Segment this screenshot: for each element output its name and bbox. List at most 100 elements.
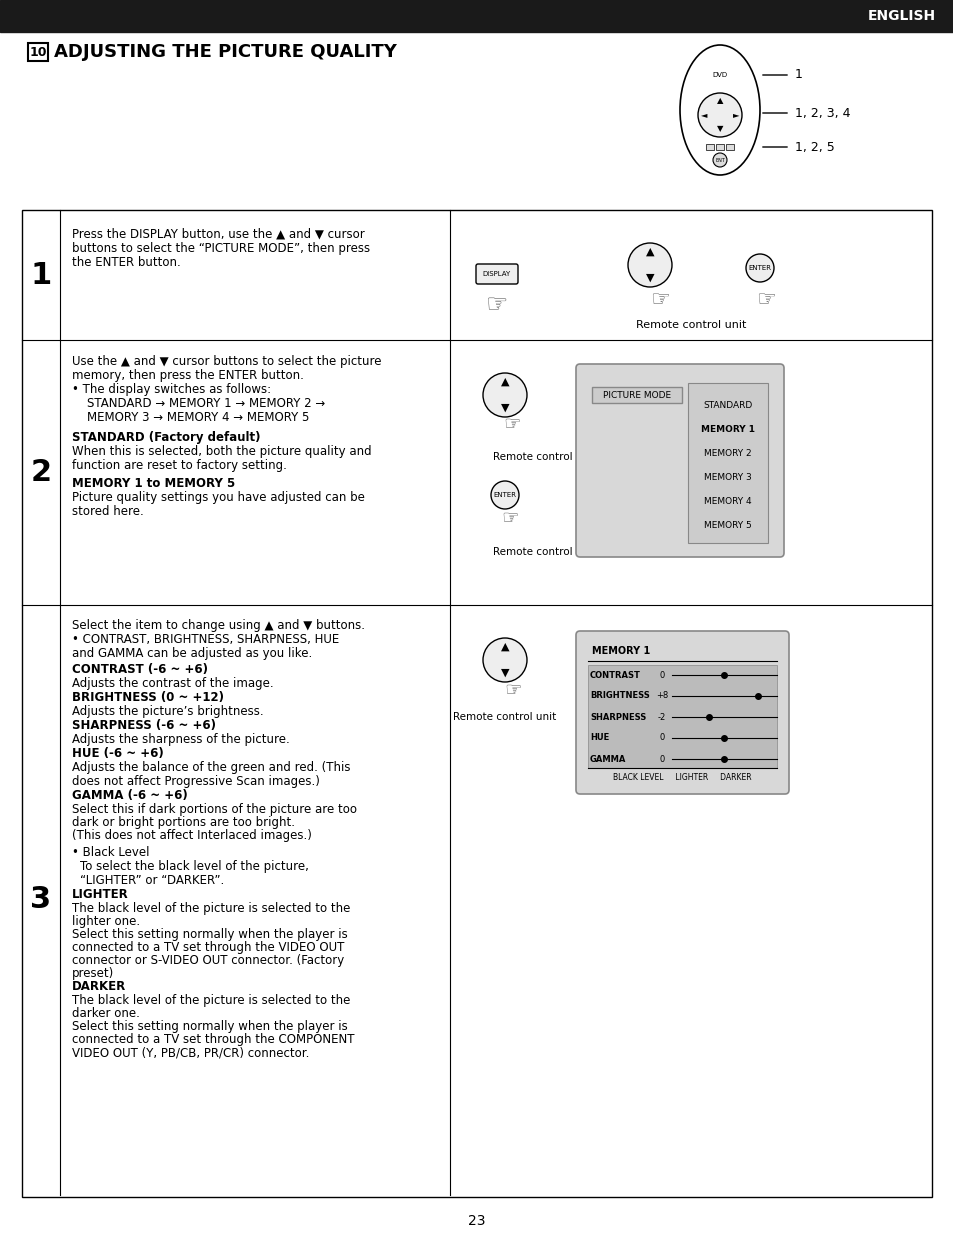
Text: MEMORY 5: MEMORY 5 [703, 522, 751, 531]
Text: 2: 2 [30, 458, 51, 487]
Circle shape [491, 481, 518, 508]
Text: GAMMA (-6 ~ +6): GAMMA (-6 ~ +6) [71, 789, 188, 802]
Text: ADJUSTING THE PICTURE QUALITY: ADJUSTING THE PICTURE QUALITY [54, 43, 396, 61]
Bar [716, 143, 723, 150]
Text: “LIGHTER” or “DARKER”.: “LIGHTER” or “DARKER”. [80, 875, 224, 887]
Text: connected to a TV set through the COMPONENT: connected to a TV set through the COMPON… [71, 1033, 355, 1047]
Circle shape [627, 242, 671, 287]
Text: MEMORY 1 to MEMORY 5: MEMORY 1 to MEMORY 5 [71, 477, 235, 490]
Text: CONTRAST: CONTRAST [589, 670, 640, 679]
Text: 1, 2, 3, 4: 1, 2, 3, 4 [794, 106, 850, 120]
Text: function are reset to factory setting.: function are reset to factory setting. [71, 459, 287, 473]
Text: Select this setting normally when the player is: Select this setting normally when the pl… [71, 928, 348, 941]
Text: stored here.: stored here. [71, 505, 144, 518]
Text: ▲: ▲ [716, 96, 722, 105]
Text: HUE: HUE [589, 734, 609, 742]
Text: PICTURE MODE: PICTURE MODE [602, 391, 670, 400]
Text: ENT: ENT [715, 157, 724, 162]
Text: 1, 2, 5: 1, 2, 5 [794, 141, 834, 153]
Text: 1: 1 [30, 261, 51, 289]
Text: Select the item to change using ▲ and ▼ buttons.: Select the item to change using ▲ and ▼ … [71, 618, 365, 632]
Text: Remote control unit: Remote control unit [453, 713, 556, 722]
Text: VIDEO OUT (Y, PB/CB, PR/CR) connector.: VIDEO OUT (Y, PB/CB, PR/CR) connector. [71, 1047, 309, 1059]
Text: 1: 1 [794, 68, 802, 82]
Text: Adjusts the sharpness of the picture.: Adjusts the sharpness of the picture. [71, 734, 290, 746]
Circle shape [482, 374, 526, 417]
Text: Adjusts the contrast of the image.: Adjusts the contrast of the image. [71, 677, 274, 690]
Text: • The display switches as follows:: • The display switches as follows: [71, 383, 271, 396]
Text: ▼: ▼ [500, 668, 509, 678]
Text: -2: -2 [658, 713, 665, 721]
Bar [22, 210, 931, 1197]
Text: (This does not affect Interlaced images.): (This does not affect Interlaced images.… [71, 829, 312, 842]
Text: connector or S-VIDEO OUT connector. (Factory: connector or S-VIDEO OUT connector. (Fac… [71, 954, 344, 967]
Circle shape [698, 93, 741, 137]
Text: • Black Level: • Black Level [71, 846, 150, 858]
Text: ◄: ◄ [700, 110, 706, 120]
Text: Remote control unit: Remote control unit [635, 320, 745, 330]
Text: memory, then press the ENTER button.: memory, then press the ENTER button. [71, 369, 304, 382]
Text: Adjusts the picture’s brightness.: Adjusts the picture’s brightness. [71, 705, 263, 717]
Text: BLACK LEVEL     LIGHTER     DARKER: BLACK LEVEL LIGHTER DARKER [612, 773, 751, 783]
Text: DISPLAY: DISPLAY [482, 271, 511, 277]
Bar [28, 43, 48, 61]
Text: connected to a TV set through the VIDEO OUT: connected to a TV set through the VIDEO … [71, 941, 344, 954]
Text: The black level of the picture is selected to the: The black level of the picture is select… [71, 995, 350, 1007]
Text: Remote control unit: Remote control unit [493, 452, 596, 461]
Text: STANDARD (Factory default): STANDARD (Factory default) [71, 430, 260, 444]
Text: DARKER: DARKER [71, 980, 126, 993]
Text: ENGLISH: ENGLISH [867, 9, 935, 24]
Text: SHARPNESS (-6 ~ +6): SHARPNESS (-6 ~ +6) [71, 719, 215, 732]
Text: STANDARD: STANDARD [702, 402, 752, 411]
Text: ►: ► [732, 110, 739, 120]
Text: buttons to select the “PICTURE MODE”, then press: buttons to select the “PICTURE MODE”, th… [71, 242, 370, 255]
Text: 0: 0 [659, 670, 664, 679]
Text: DVD: DVD [712, 72, 727, 78]
Text: ENTER: ENTER [493, 492, 516, 499]
Circle shape [482, 638, 526, 682]
Text: LIGHTER: LIGHTER [71, 888, 129, 901]
Text: MEMORY 3: MEMORY 3 [703, 474, 751, 482]
Text: Adjusts the balance of the green and red. (This: Adjusts the balance of the green and red… [71, 761, 350, 774]
Text: 0: 0 [659, 734, 664, 742]
Text: preset): preset) [71, 967, 114, 980]
Text: ▼: ▼ [716, 125, 722, 134]
Text: 10: 10 [30, 46, 47, 58]
Text: ▲: ▲ [645, 247, 654, 257]
Bar [587, 666, 776, 768]
Text: 23: 23 [468, 1213, 485, 1228]
Text: GAMMA: GAMMA [589, 755, 626, 763]
Text: The black level of the picture is selected to the: The black level of the picture is select… [71, 902, 350, 915]
Text: SHARPNESS: SHARPNESS [589, 713, 645, 721]
Text: To select the black level of the picture,: To select the black level of the picture… [80, 860, 309, 873]
Text: MEMORY 1: MEMORY 1 [700, 426, 754, 434]
Text: BRIGHTNESS (0 ~ +12): BRIGHTNESS (0 ~ +12) [71, 691, 224, 704]
Text: STANDARD → MEMORY 1 → MEMORY 2 →: STANDARD → MEMORY 1 → MEMORY 2 → [71, 397, 325, 409]
Circle shape [745, 254, 773, 282]
Bar [687, 383, 767, 543]
Text: does not affect Progressive Scan images.): does not affect Progressive Scan images.… [71, 776, 319, 788]
Text: 3: 3 [30, 886, 51, 914]
Text: Use the ▲ and ▼ cursor buttons to select the picture: Use the ▲ and ▼ cursor buttons to select… [71, 355, 381, 367]
Bar [725, 143, 733, 150]
Text: CONTRAST (-6 ~ +6): CONTRAST (-6 ~ +6) [71, 663, 208, 675]
Text: Picture quality settings you have adjusted can be: Picture quality settings you have adjust… [71, 491, 364, 503]
Text: BRIGHTNESS: BRIGHTNESS [589, 691, 649, 700]
Text: MEMORY 1: MEMORY 1 [592, 646, 650, 656]
Text: and GAMMA can be adjusted as you like.: and GAMMA can be adjusted as you like. [71, 647, 312, 661]
Text: darker one.: darker one. [71, 1007, 140, 1021]
Text: lighter one.: lighter one. [71, 915, 140, 928]
Text: Select this setting normally when the player is: Select this setting normally when the pl… [71, 1021, 348, 1033]
Text: Select this if dark portions of the picture are too: Select this if dark portions of the pict… [71, 803, 356, 816]
Text: ☞: ☞ [504, 680, 521, 699]
Text: MEMORY 4: MEMORY 4 [703, 497, 751, 506]
Text: MEMORY 3 → MEMORY 4 → MEMORY 5: MEMORY 3 → MEMORY 4 → MEMORY 5 [71, 411, 309, 424]
FancyBboxPatch shape [476, 263, 517, 285]
Text: When this is selected, both the picture quality and: When this is selected, both the picture … [71, 445, 372, 458]
Bar [705, 143, 713, 150]
Text: 0: 0 [659, 755, 664, 763]
Text: ☞: ☞ [503, 416, 520, 434]
Text: ▲: ▲ [500, 377, 509, 387]
Text: +8: +8 [655, 691, 667, 700]
Bar [0, 0, 953, 32]
